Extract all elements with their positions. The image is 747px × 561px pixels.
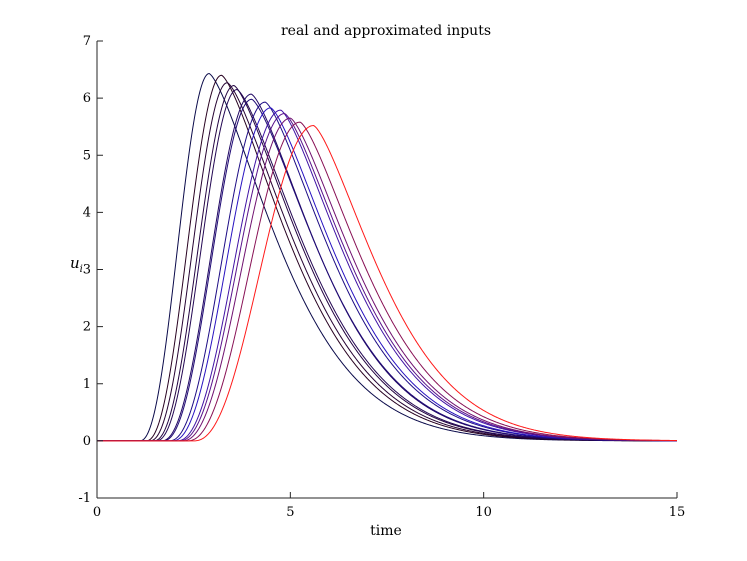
x-tick-label: 5: [286, 505, 294, 520]
y-axis-label-sub: i: [80, 264, 83, 275]
y-tick-label: 0: [83, 434, 91, 449]
y-tick-label: 5: [83, 148, 91, 163]
y-ticks: -1 0 1 2 3 4 5 6 7: [78, 34, 103, 506]
y-tick-label: 4: [83, 205, 91, 220]
y-axis-label: ui: [70, 254, 83, 275]
y-tick-label: 7: [83, 34, 91, 49]
series-line: [97, 121, 677, 442]
y-tick-label: -1: [78, 491, 91, 506]
x-tick-label: 0: [93, 505, 101, 520]
x-tick-label: 10: [475, 505, 492, 520]
y-axis-label-main: u: [70, 254, 80, 272]
y-tick-label: 1: [83, 377, 91, 392]
x-tick-label: 15: [669, 505, 686, 520]
series-layer: [97, 73, 678, 442]
series-line: [97, 125, 677, 442]
y-tick-label: 6: [83, 91, 91, 106]
x-axis-label: time: [370, 523, 402, 539]
x-ticks: 0 5 10 15: [93, 492, 685, 520]
y-tick-label: 3: [83, 263, 91, 278]
y-tick-label: 2: [83, 320, 91, 335]
chart-title: real and approximated inputs: [281, 23, 491, 39]
